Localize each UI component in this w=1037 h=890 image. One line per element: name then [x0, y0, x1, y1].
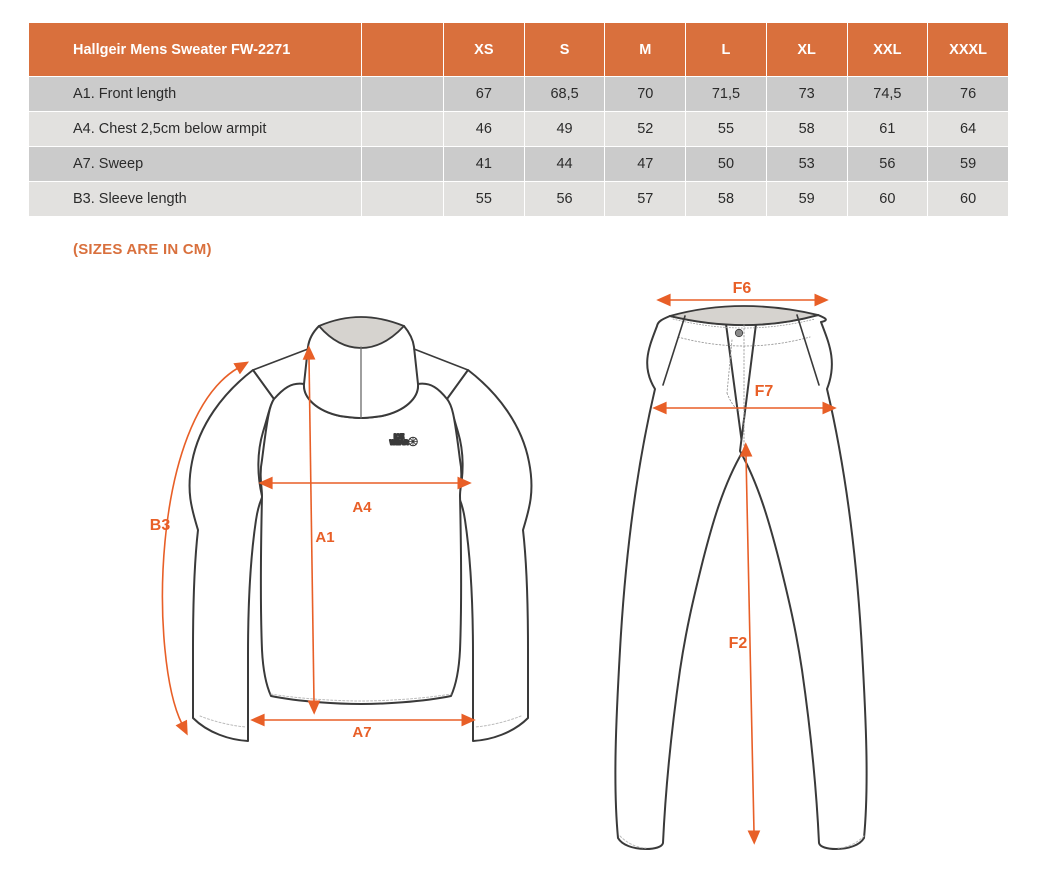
svg-text:F7: F7 — [755, 383, 774, 400]
svg-text:A1: A1 — [315, 529, 334, 546]
svg-text:B3: B3 — [150, 517, 171, 534]
svg-text:A4: A4 — [352, 499, 372, 516]
svg-text:F6: F6 — [733, 280, 752, 297]
svg-text:WEAR: WEAR — [390, 441, 409, 447]
svg-text:F2: F2 — [729, 635, 748, 652]
svg-text:A7: A7 — [352, 724, 371, 741]
